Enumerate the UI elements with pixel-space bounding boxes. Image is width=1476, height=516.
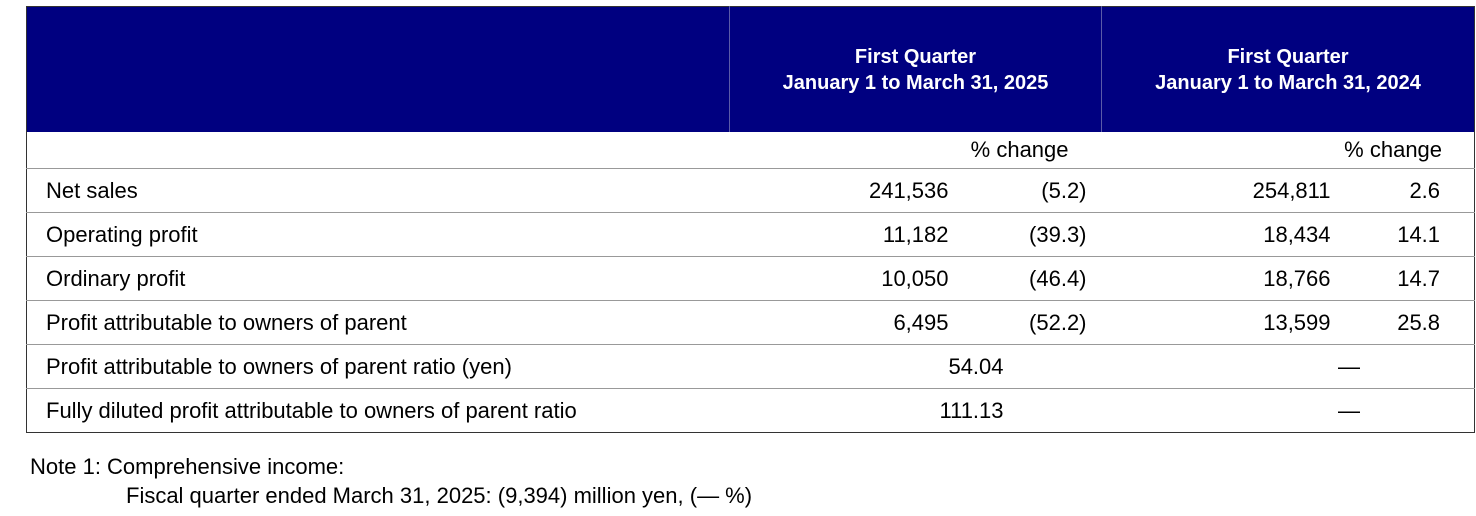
- header-line: First Quarter: [854, 45, 977, 68]
- table-row: Profit attributable to owners of parent …: [26, 344, 1475, 389]
- note-title: Note 1: Comprehensive income:: [30, 454, 345, 479]
- header-line: First Quarter: [1227, 45, 1349, 68]
- cell-value: (39.3): [960, 212, 1102, 257]
- table-row: Ordinary profit 10,050 (46.4) 18,766 14.7: [26, 256, 1475, 301]
- cell-value: 241,536: [729, 168, 961, 213]
- row-label: Operating profit: [26, 212, 730, 257]
- pct-change-label: % change: [970, 137, 1069, 162]
- cell-value: 14.7: [1340, 256, 1475, 301]
- sub-header-row: % change % change: [27, 132, 1475, 169]
- cell-value: 13,599: [1101, 300, 1341, 345]
- cell-value: —: [1101, 344, 1475, 389]
- blank: [730, 132, 961, 169]
- cell-value: (46.4): [960, 256, 1102, 301]
- column-header: First Quarter January 1 to March 31, 2024: [1101, 6, 1475, 132]
- table-row: Profit attributable to owners of parent 6…: [26, 300, 1475, 345]
- cell-value: 254,811: [1101, 168, 1341, 213]
- header-line: January 1 to March 31, 2024: [1155, 71, 1421, 94]
- table-row: Fully diluted profit attributable to own…: [26, 388, 1475, 433]
- cell-value: (52.2): [960, 300, 1102, 345]
- row-label: Profit attributable to owners of parent: [26, 300, 730, 345]
- table-row: Operating profit 11,182 (39.3) 18,434 14.1: [26, 212, 1475, 257]
- header-blank: [26, 6, 730, 132]
- cell-value: 18,434: [1101, 212, 1341, 257]
- blank: [1102, 132, 1341, 169]
- cell-value: 111.13: [729, 388, 1102, 433]
- cell-value: 2.6: [1340, 168, 1475, 213]
- cell-value: 54.04: [729, 344, 1102, 389]
- cell-value: 18,766: [1101, 256, 1341, 301]
- row-label: Ordinary profit: [26, 256, 730, 301]
- row-label: Net sales: [26, 168, 730, 213]
- header-row: First Quarter January 1 to March 31, 2025…: [26, 6, 1475, 132]
- cell-value: 14.1: [1340, 212, 1475, 257]
- cell-value: 6,495: [729, 300, 961, 345]
- cell-value: 11,182: [729, 212, 961, 257]
- notes: Note 1: Comprehensive income: Fiscal quar…: [30, 452, 752, 510]
- row-label: Fully diluted profit attributable to own…: [26, 388, 730, 433]
- cell-value: 10,050: [729, 256, 961, 301]
- table-row: Net sales 241,536 (5.2) 254,811 2.6: [26, 168, 1475, 213]
- note-line: Fiscal quarter ended March 31, 2025: (9,…: [126, 483, 753, 508]
- pct-change-label: % change: [1344, 137, 1443, 162]
- row-label: Profit attributable to owners of parent …: [26, 344, 730, 389]
- cell-value: (5.2): [960, 168, 1102, 213]
- cell-value: —: [1101, 388, 1475, 433]
- results-table: First Quarter January 1 to March 31, 2025…: [26, 6, 1476, 433]
- blank: [27, 132, 730, 169]
- header-line: January 1 to March 31, 2025: [782, 71, 1049, 94]
- column-header: First Quarter January 1 to March 31, 2025: [728, 6, 1102, 132]
- cell-value: 25.8: [1340, 300, 1475, 345]
